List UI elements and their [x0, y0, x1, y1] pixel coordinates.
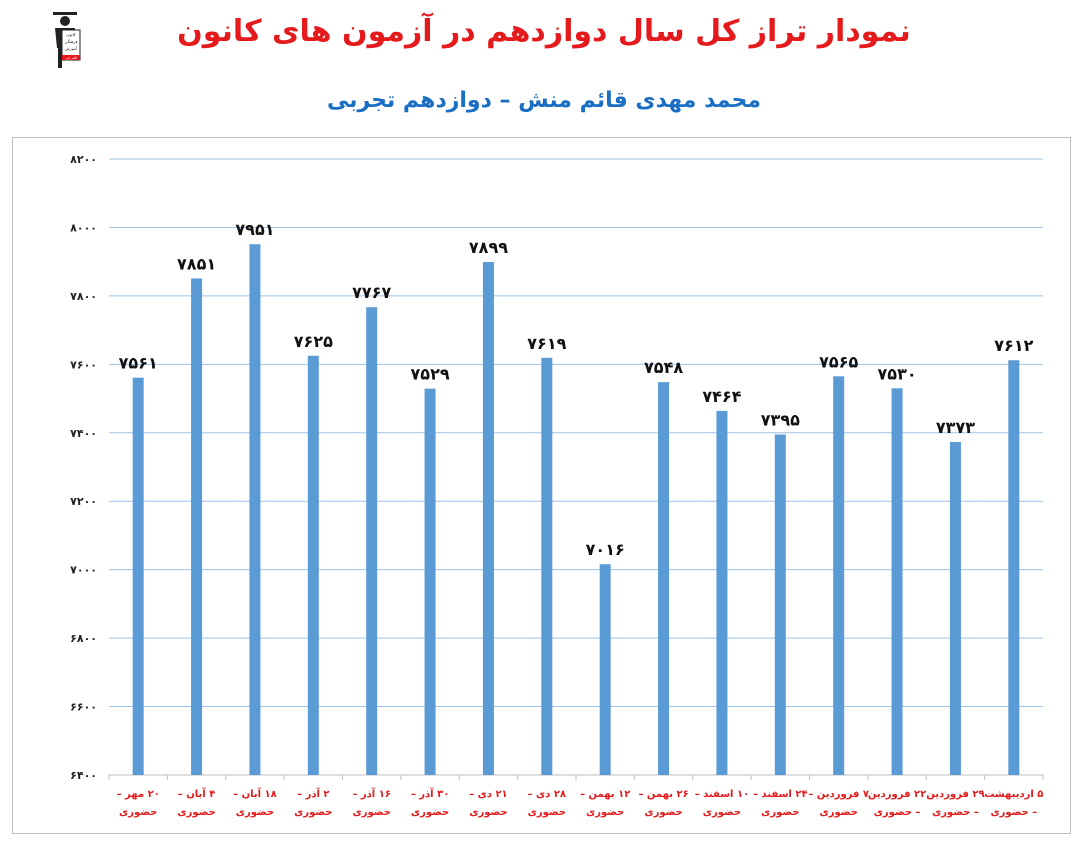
- x-tick-label: حضوری: [119, 807, 157, 818]
- y-tick-label: ۷۴۰۰: [70, 427, 97, 440]
- svg-text:آموزش: آموزش: [65, 46, 78, 51]
- bar: [1008, 360, 1020, 775]
- logo-text: کانون: [66, 32, 75, 37]
- data-label: ۷۶۲۵: [294, 332, 333, 351]
- y-tick-label: ۷۸۰۰: [70, 290, 97, 303]
- x-tick-label: حضوری: [820, 807, 858, 818]
- x-tick-label: حضوری: [586, 807, 624, 818]
- x-tick-label: ۲۶ بهمن –: [638, 789, 688, 800]
- data-label: ۷۵۳۰: [878, 364, 917, 383]
- y-tick-label: ۷۶۰۰: [70, 358, 97, 371]
- x-tick-label: حضوری: [761, 807, 799, 818]
- x-tick-label: ۱۰ اسفند –: [695, 789, 750, 800]
- bar: [307, 355, 319, 775]
- x-tick-label: ۱۶ آذر –: [352, 787, 391, 800]
- x-tick-label: – حضوری: [990, 807, 1037, 818]
- bar: [716, 410, 728, 775]
- x-tick-label: حضوری: [644, 807, 682, 818]
- x-tick-label: حضوری: [411, 807, 449, 818]
- data-label: ۷۸۹۹: [469, 238, 508, 257]
- chart-subtitle: محمد مهدی قائم منش – دوازدهم تجربی: [326, 88, 762, 113]
- data-label: ۷۸۵۱: [177, 254, 216, 273]
- x-tick-label: ۴ آبان –: [178, 787, 216, 800]
- x-tick-label: ۲۴ اسفند –: [753, 789, 808, 800]
- bar: [658, 382, 670, 775]
- bar-chart: ۶۴۰۰ ۶۶۰۰ ۶۸۰۰ ۷۰۰۰ ۷۲۰۰ ۷۴۰۰ ۷۶۰۰ ۷۸۰۰ ۸۰۰۰ ۸۲۰۰…: [70, 153, 1044, 818]
- y-tick-label: ۷۲۰۰: [70, 495, 97, 508]
- x-tick-label: حضوری: [177, 807, 215, 818]
- data-label: ۷۵۶۵: [819, 352, 858, 371]
- bar: [891, 388, 903, 775]
- bar: [774, 434, 786, 775]
- x-tick-label: حضوری: [353, 807, 391, 818]
- x-tick-label: ۳۰ آذر –: [411, 787, 450, 800]
- x-tick-label: ۷ فروردین –: [808, 789, 869, 800]
- chart-area: ۶۴۰۰ ۶۶۰۰ ۶۸۰۰ ۷۰۰۰ ۷۲۰۰ ۷۴۰۰ ۷۶۰۰ ۷۸۰۰ ۸۰۰۰ ۸۲۰۰…: [12, 137, 1071, 834]
- bar: [366, 307, 378, 775]
- y-tick-label: ۶۴۰۰: [70, 769, 97, 782]
- logo: کانون فرهنگی آموزش قلم چی: [48, 12, 82, 70]
- data-label: ۷۵۶۱: [119, 354, 158, 373]
- y-tick-label: ۶۶۰۰: [70, 701, 97, 714]
- x-tick-label: ۱۸ آبان –: [233, 787, 277, 800]
- x-tick-label: ۲۱ دی –: [469, 789, 507, 800]
- bar: [833, 376, 845, 775]
- x-tick-label: ۲ آذر –: [297, 787, 329, 800]
- x-tick-label: ۲۲ فروردین: [868, 789, 926, 800]
- x-tick-label: ۵ اردیبهشت: [984, 789, 1043, 800]
- y-tick-label: ۸۰۰۰: [70, 221, 97, 234]
- data-label: ۷۷۶۷: [352, 283, 391, 302]
- chart-title: نمودار تراز کل سال دوازدهم در آزمون های …: [177, 14, 911, 49]
- bar: [132, 377, 144, 775]
- x-tick-label: ۲۰ مهر –: [117, 789, 160, 800]
- bar: [541, 357, 553, 775]
- x-tick-label: حضوری: [236, 807, 274, 818]
- data-label: ۷۶۱۹: [527, 334, 566, 353]
- svg-text:فرهنگی: فرهنگی: [65, 39, 78, 44]
- data-label: ۷۶۱۲: [994, 336, 1033, 355]
- x-tick-label: ۲۹ فروردین: [926, 789, 984, 800]
- data-label: ۷۳۷۳: [936, 418, 975, 437]
- bar: [949, 442, 961, 775]
- bar: [482, 262, 494, 775]
- x-tick-label: – حضوری: [874, 807, 921, 818]
- x-tick-label: – حضوری: [932, 807, 979, 818]
- y-tick-label: ۸۲۰۰: [70, 153, 97, 166]
- y-tick-label: ۷۰۰۰: [70, 564, 97, 577]
- bar: [599, 564, 611, 775]
- x-tick-label: حضوری: [703, 807, 741, 818]
- x-tick-label: ۱۲ بهمن –: [580, 789, 630, 800]
- bar: [191, 278, 203, 775]
- x-tick-label: حضوری: [528, 807, 566, 818]
- data-label: ۷۵۴۸: [644, 358, 683, 377]
- data-label: ۷۵۲۹: [411, 365, 450, 384]
- bar: [249, 244, 261, 776]
- x-tick-label: حضوری: [294, 807, 332, 818]
- svg-text:قلم چی: قلم چی: [65, 56, 77, 60]
- y-tick-label: ۶۸۰۰: [70, 632, 97, 645]
- bar: [424, 388, 436, 775]
- x-tick-label: حضوری: [469, 807, 507, 818]
- data-label: ۷۳۹۵: [761, 410, 800, 429]
- data-label: ۷۴۶۴: [702, 387, 741, 406]
- x-tick-label: ۲۸ دی –: [528, 789, 566, 800]
- data-label: ۷۰۱۶: [586, 540, 625, 559]
- data-label: ۷۹۵۱: [235, 220, 274, 239]
